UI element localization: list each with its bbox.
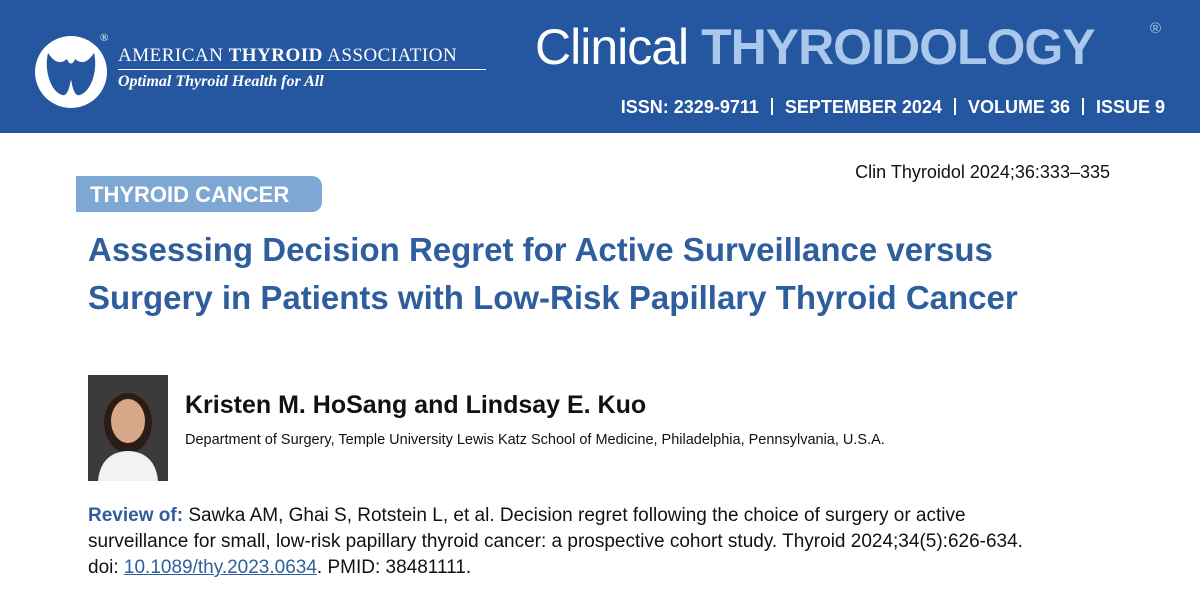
volume: VOLUME 36 (967, 97, 1070, 117)
journal-name-part: THYROIDOLOGY (701, 19, 1096, 75)
org-name-part: THYROID (228, 45, 323, 66)
doi-link[interactable]: 10.1089/thy.2023.0634 (123, 557, 317, 578)
review-reference: Sawka AM, Ghai S, Rotstein L, et al. Dec… (88, 505, 1023, 578)
issn: ISSN: 2329-9711 (620, 97, 759, 117)
review-label: Review of: (88, 505, 184, 526)
header-banner: ® AMERICAN THYROID ASSOCIATION Optimal T… (0, 0, 1200, 133)
citation: Clin Thyroidol 2024;36:333–335 (855, 162, 1110, 182)
affiliation: Department of Surgery, Temple University… (185, 432, 885, 448)
pmid: . PMID: 38481111. (316, 557, 472, 578)
separator (1081, 98, 1084, 115)
registered-mark: ® (100, 32, 109, 44)
section-tag (76, 176, 322, 212)
review-block: Review of: Sawka AM, Ghai S, Rotstein L,… (88, 503, 1048, 581)
separator (953, 98, 956, 115)
separator (770, 98, 773, 115)
section-label: THYROID CANCER (90, 182, 290, 207)
author-photo (88, 375, 168, 481)
registered-mark: ® (1150, 20, 1162, 37)
journal-name: Clinical THYROIDOLOGY (535, 18, 1096, 76)
org-name-part: AMERICAN (118, 45, 224, 66)
org-name: AMERICAN THYROID ASSOCIATION (118, 45, 457, 67)
issue-date: SEPTEMBER 2024 (784, 97, 942, 117)
article-title: Assessing Decision Regret for Active Sur… (88, 231, 1018, 316)
journal-name-part: Clinical (535, 19, 689, 75)
ata-logo (35, 36, 107, 108)
tagline: Optimal Thyroid Health for All (118, 73, 324, 90)
issue-number: ISSUE 9 (1095, 97, 1165, 117)
authors: Kristen M. HoSang and Lindsay E. Kuo (185, 391, 647, 419)
issue-info: ISSN: 2329-9711 SEPTEMBER 2024 VOLUME 36 IS… (621, 97, 1165, 118)
rule (118, 69, 486, 70)
org-name-part: ASSOCIATION (327, 45, 458, 66)
